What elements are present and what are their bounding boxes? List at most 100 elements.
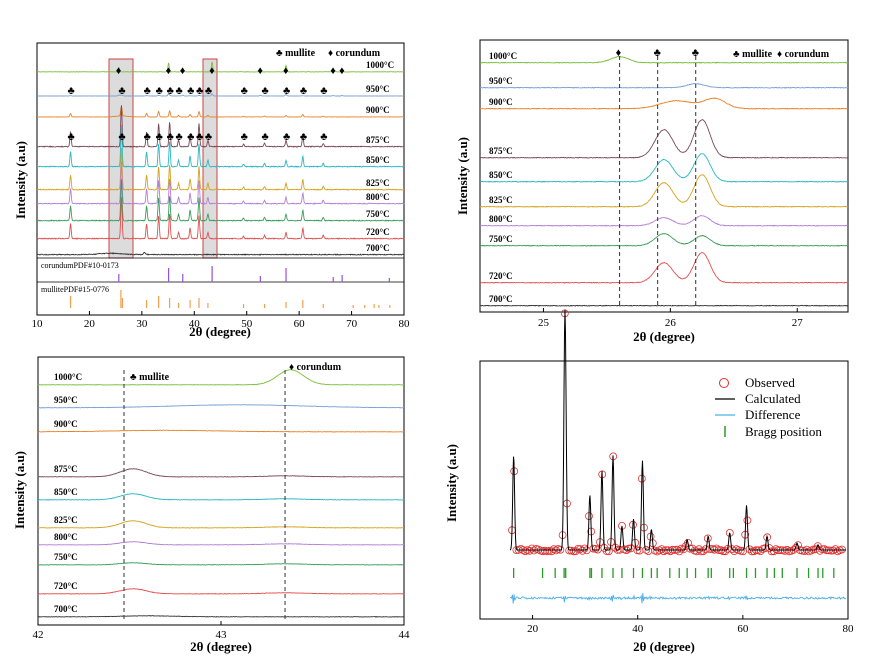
x-axis-label: 2θ (degree) bbox=[633, 329, 695, 344]
x-tick-label: 44 bbox=[399, 629, 411, 641]
mullite-marker: ♣ bbox=[241, 85, 248, 97]
mullite-marker: ♣ bbox=[68, 85, 75, 97]
corundum-marker: ♦ bbox=[180, 65, 186, 77]
x-axis-label: 2θ (degree) bbox=[190, 639, 252, 654]
observed-point bbox=[657, 545, 666, 553]
legend-bragg: Bragg position bbox=[745, 424, 822, 439]
trace-label: 900°C bbox=[54, 419, 78, 429]
zoom-trace bbox=[37, 429, 405, 433]
observed-point bbox=[791, 543, 800, 552]
trace-label: 900°C bbox=[366, 105, 390, 115]
corundum-marker: ♦ bbox=[330, 65, 336, 77]
trace-label: 850°C bbox=[489, 170, 513, 180]
zoom-trace bbox=[480, 82, 849, 89]
observed-point bbox=[719, 547, 728, 556]
observed-point bbox=[686, 544, 695, 553]
corundum-ref-label: corundumPDF#10-0173 bbox=[41, 261, 119, 270]
trace-label: 800°C bbox=[54, 532, 78, 542]
trace-label: 700°C bbox=[366, 243, 390, 253]
mullite-marker: ♣ bbox=[118, 85, 125, 97]
corundum-marker: ♦ bbox=[257, 65, 263, 77]
x-tick-label: 25 bbox=[538, 317, 550, 329]
x-tick-label: 27 bbox=[792, 317, 804, 329]
corundum-marker: ♦ bbox=[339, 65, 345, 77]
trace-label: 875°C bbox=[54, 464, 78, 474]
trace-label: 950°C bbox=[489, 76, 513, 86]
trace-875 bbox=[36, 105, 405, 148]
x-tick-label: 43 bbox=[216, 629, 228, 641]
legend-corundum: ♦ corundum bbox=[289, 362, 342, 373]
x-tick-label: 40 bbox=[189, 318, 201, 330]
x-tick-label: 42 bbox=[33, 629, 44, 641]
trace-1000 bbox=[36, 61, 405, 73]
mullite-marker: ♣ bbox=[176, 131, 183, 143]
trace-label: 1000°C bbox=[54, 372, 82, 382]
rietveld-plot bbox=[508, 309, 847, 604]
trace-label: 700°C bbox=[489, 294, 513, 304]
trace-850 bbox=[36, 124, 405, 168]
zoom-trace bbox=[479, 153, 849, 183]
x-tick-label: 80 bbox=[399, 318, 411, 330]
trace-label: 750°C bbox=[489, 234, 513, 244]
zoom-trace bbox=[479, 232, 849, 247]
reference-patterns bbox=[69, 266, 391, 308]
observed-point bbox=[794, 541, 802, 549]
mullite-marker: ♣ bbox=[156, 85, 163, 97]
x-axis-ticks: 25 26 27 bbox=[538, 308, 803, 329]
trace-950 bbox=[37, 93, 405, 97]
trace-label: 800°C bbox=[366, 192, 390, 202]
mullite-marker: ♣ bbox=[283, 85, 290, 97]
zoom-trace bbox=[38, 404, 404, 409]
observed-point bbox=[813, 542, 822, 550]
trace-label: 700°C bbox=[54, 604, 78, 614]
mullite-marker: ♣ bbox=[187, 85, 194, 97]
mullite-marker: ♣ bbox=[320, 131, 327, 143]
trace-label: 825°C bbox=[366, 178, 390, 188]
legend-corundum: ♦ corundum bbox=[777, 49, 830, 60]
mullite-marker: ♣ bbox=[283, 131, 290, 143]
observed-point bbox=[712, 544, 721, 553]
mullite-marker: ♣ bbox=[320, 85, 327, 97]
observed-point bbox=[675, 547, 684, 556]
observed-point bbox=[604, 547, 613, 556]
x-tick-label: 26 bbox=[665, 317, 677, 329]
trace-label: 1000°C bbox=[366, 60, 394, 70]
zoom-trace bbox=[479, 119, 848, 159]
observed-point bbox=[695, 545, 703, 554]
legend-difference: Difference bbox=[745, 407, 801, 422]
x-tick-label: 30 bbox=[136, 318, 148, 330]
trace-label: 875°C bbox=[489, 146, 513, 156]
trace-label: 850°C bbox=[366, 155, 390, 165]
trace-label: 900°C bbox=[489, 97, 513, 107]
trace-label: 850°C bbox=[54, 487, 78, 497]
trace-label: 800°C bbox=[489, 214, 513, 224]
mullite-marker: ♣ bbox=[187, 131, 194, 143]
zoom-trace bbox=[37, 369, 405, 386]
trace-800 bbox=[36, 161, 405, 205]
zoom-trace bbox=[38, 520, 404, 529]
mullite-marker: ♣ bbox=[241, 131, 248, 143]
mullite-marker: ♣ bbox=[654, 47, 661, 59]
trace-720 bbox=[36, 197, 405, 240]
x-axis-label: 2θ (degree) bbox=[633, 639, 695, 654]
trace-label: 950°C bbox=[366, 84, 390, 94]
zoom-trace bbox=[479, 304, 849, 307]
y-axis-label: Intensity (a.u) bbox=[455, 137, 470, 215]
legend-mullite: ♣ mullite bbox=[130, 372, 170, 383]
legend-mullite: ♣ mullite bbox=[733, 49, 773, 60]
legend-corundum: ♦ corundum bbox=[328, 48, 381, 59]
y-axis-label: Intensity (a.u) bbox=[444, 444, 459, 522]
y-axis-label: Intensity (a.u) bbox=[12, 451, 27, 529]
trace-label: 825°C bbox=[54, 515, 78, 525]
x-tick-label: 80 bbox=[843, 623, 855, 635]
zoom-trace bbox=[479, 174, 849, 208]
observed-point bbox=[580, 544, 589, 553]
xrd-traces: 1000°C 950°C 900°C 875°C 850°C 825°C 800°C 750°… bbox=[36, 60, 405, 256]
phase-markers: ♦ ♦ ♦ ♦ ♦ ♦ ♦ ♦♣ ♣ ♣ ♣ ♣ ♣ ♣ ♣ ♣ ♣ ♣ ♣ ♣ ♣♣ ♣ ♣ ♣ ♣ ♣ ♣ ♣ ♣ ♣ ♣ ♣ ♣ ♣ bbox=[68, 65, 346, 143]
x-tick-label: 70 bbox=[346, 318, 358, 330]
corundum-marker: ♦ bbox=[116, 65, 122, 77]
observed-point bbox=[602, 547, 611, 555]
mullite-marker: ♣ bbox=[196, 85, 203, 97]
calculated-line bbox=[509, 309, 846, 551]
observed-point bbox=[642, 546, 651, 554]
